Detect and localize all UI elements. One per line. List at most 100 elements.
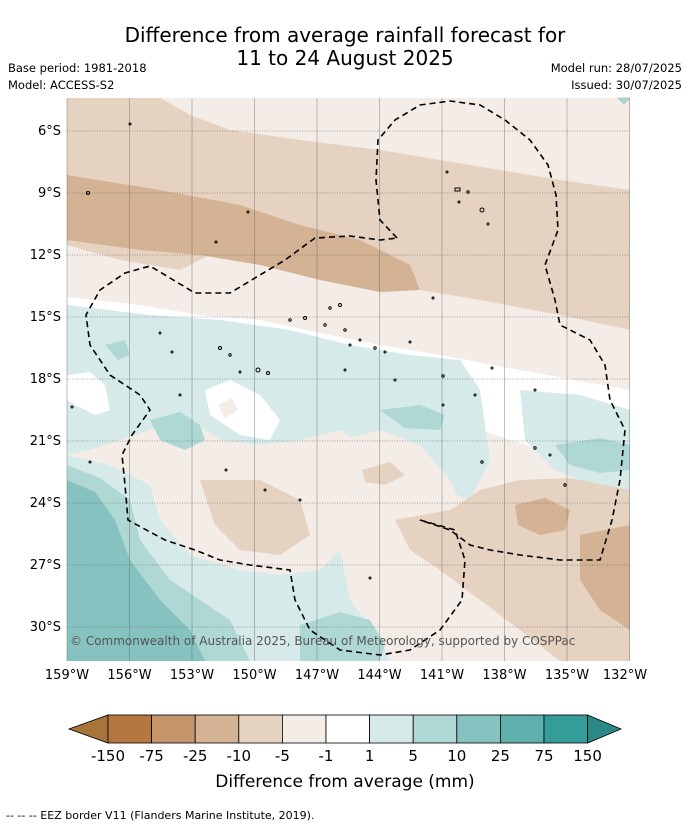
island	[393, 378, 397, 382]
colorbar-tick-label: -5	[275, 747, 290, 765]
island	[178, 393, 182, 397]
title-line-2: 11 to 24 August 2025	[236, 46, 454, 70]
y-tick-label: 21°S	[30, 434, 61, 449]
meta-right: Model run: 28/07/2025 Issued: 30/07/2025	[551, 60, 682, 94]
island	[479, 207, 485, 213]
island	[373, 346, 377, 350]
y-tick-label: 30°S	[30, 620, 61, 635]
map-fields	[67, 98, 630, 661]
wet-east-darker	[555, 438, 630, 473]
issued-date: Issued: 30/07/2025	[571, 78, 682, 92]
wet-mid-patch	[380, 405, 445, 430]
dry-southeast-edge	[580, 525, 630, 630]
island	[298, 498, 302, 502]
x-axis-labels: 159°W 156°W 153°W 150°W 147°W 144°W 141°…	[45, 668, 647, 683]
y-tick-label: 6°S	[38, 124, 61, 139]
island	[343, 328, 347, 332]
colorbar-swatch	[194, 714, 240, 744]
corner-shape	[617, 97, 631, 105]
y-tick-label: 18°S	[30, 372, 61, 387]
y-axis-labels: 6°S 9°S 12°S 15°S 18°S 21°S 24°S 27°S 30…	[30, 124, 61, 635]
y-tick-label: 27°S	[30, 558, 61, 573]
dry-west-small	[128, 457, 162, 478]
map-title: Difference from average rainfall forecas…	[0, 24, 690, 70]
island	[348, 343, 352, 347]
x-tick-label: 147°W	[295, 668, 339, 683]
dry-band-north-lighter	[160, 98, 630, 190]
eez-footnote: -- -- -- EEZ border V11 (Flanders Marine…	[6, 809, 315, 822]
colorbar-tick-label: 10	[447, 747, 466, 765]
colorbar-tick-label: 150	[573, 747, 602, 765]
island	[255, 367, 261, 373]
model-name: Model: ACCESS-S2	[8, 78, 115, 92]
colorbar-tick-label: -25	[183, 747, 208, 765]
island	[490, 366, 494, 370]
x-tick-label: 138°W	[482, 668, 526, 683]
island	[383, 350, 387, 354]
island	[86, 191, 90, 195]
colorbar-tick-label: -1	[319, 747, 334, 765]
colorbar-tick-label: -75	[139, 747, 164, 765]
island	[288, 318, 292, 322]
island	[158, 331, 162, 335]
wet-west-spot	[105, 340, 130, 360]
island	[548, 453, 552, 457]
island	[454, 187, 461, 192]
island	[358, 338, 362, 342]
colorbar-tick-label: 5	[408, 747, 418, 765]
x-tick-label: 141°W	[420, 668, 464, 683]
x-tick-label: 150°W	[232, 668, 276, 683]
island	[70, 405, 74, 409]
eez-border-french-polynesia	[85, 235, 466, 656]
island	[218, 346, 222, 350]
x-tick-label: 132°W	[603, 668, 647, 683]
island	[246, 210, 250, 214]
island	[323, 323, 327, 327]
meta-left: Base period: 1981-2018 Model: ACCESS-S2	[8, 60, 147, 94]
islands	[70, 122, 567, 580]
colorbar: -150 -75 -25 -10 -5 -1 1 5 10 25 75 150	[67, 714, 623, 765]
island	[533, 388, 537, 392]
x-tick-label: 135°W	[545, 668, 589, 683]
colorbar-swatch	[543, 714, 588, 744]
wet-south-patch	[300, 612, 385, 661]
island	[445, 170, 449, 174]
island	[486, 222, 490, 226]
island	[170, 350, 174, 354]
colorbar-swatch	[281, 714, 327, 744]
x-tick-label: 153°W	[170, 668, 214, 683]
island	[368, 576, 372, 580]
colorbar-extend-low	[67, 714, 109, 744]
colorbar-tick-label: 75	[534, 747, 553, 765]
grid-lines	[66, 98, 630, 661]
title-line-1: Difference from average rainfall forecas…	[124, 23, 566, 47]
island	[431, 296, 435, 300]
colorbar-swatch	[151, 714, 196, 744]
dry-south-core	[200, 480, 310, 555]
dry-band-core	[67, 175, 420, 292]
wet-west-darker	[150, 412, 205, 450]
y-tick-label: 9°S	[38, 186, 61, 201]
colorbar-swatch	[456, 714, 501, 744]
dry-southeast-deeper	[515, 498, 570, 535]
eez-borders	[85, 100, 626, 656]
island	[343, 368, 347, 372]
colorbar-tick-label: -150	[91, 747, 125, 765]
island	[441, 403, 445, 407]
island	[214, 240, 218, 244]
y-tick-label: 24°S	[30, 496, 61, 511]
copyright-notice: © Commonwealth of Australia 2025, Bureau…	[70, 634, 576, 648]
island	[303, 316, 307, 320]
eez-border-marquesas	[375, 100, 626, 561]
dry-pocket-mid	[218, 398, 238, 418]
y-tick-label: 15°S	[30, 310, 61, 325]
island	[228, 353, 232, 357]
island	[224, 468, 228, 472]
colorbar-extend-high	[587, 714, 623, 744]
island	[338, 303, 342, 307]
colorbar-tick-label: -10	[227, 747, 252, 765]
colorbar-label: Difference from average (mm)	[215, 772, 475, 792]
island	[408, 340, 412, 344]
x-tick-label: 159°W	[45, 668, 89, 683]
